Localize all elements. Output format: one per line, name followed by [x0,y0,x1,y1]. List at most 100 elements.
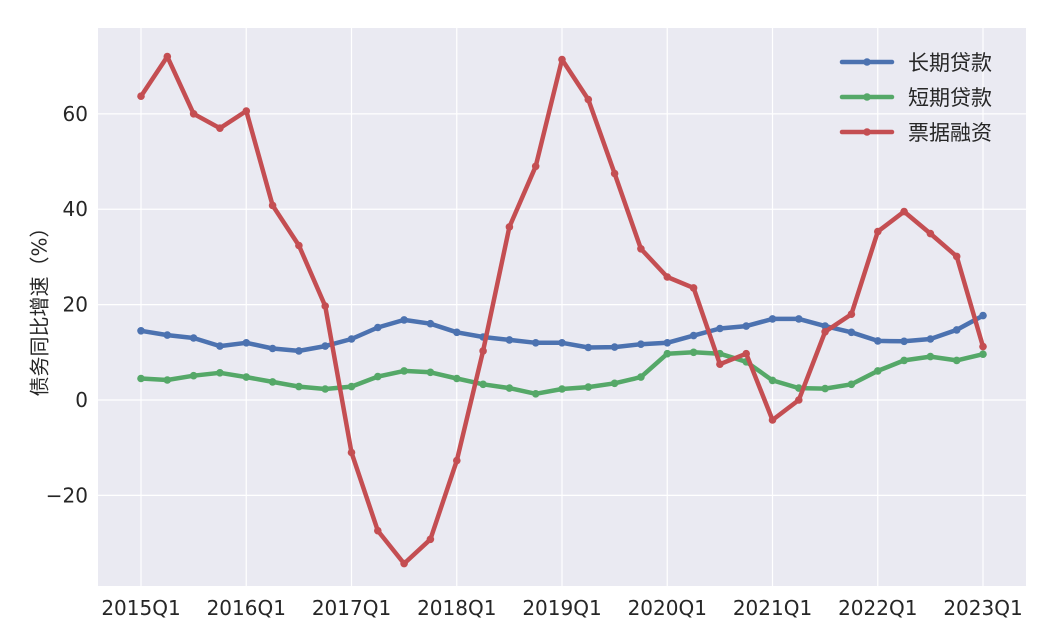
data-point [321,302,330,310]
data-point [426,535,435,544]
x-tick-label: 2022Q1 [838,596,917,620]
data-point [400,559,408,568]
legend-marker [863,93,871,101]
data-point [663,273,672,281]
data-point [795,396,803,404]
data-point [584,383,593,391]
x-tick-label: 2021Q1 [733,596,812,620]
x-tick-label: 2020Q1 [628,596,707,620]
data-point [479,347,487,355]
data-point [189,110,198,118]
data-point [400,316,408,324]
data-point [926,229,935,238]
data-point [321,385,330,393]
data-point [926,352,935,361]
data-point [874,337,882,345]
data-point [163,376,172,384]
data-point [558,339,566,347]
data-point [979,350,987,359]
y-tick-label: 40 [63,197,88,221]
data-point [268,378,277,386]
data-point [295,241,303,250]
data-point [453,456,461,465]
grid [98,28,1026,586]
data-point [637,245,645,253]
data-point [295,347,303,355]
data-point [505,223,514,231]
data-point [374,323,382,332]
data-point [952,252,961,261]
data-point [900,337,908,346]
data-point [610,379,619,388]
data-point [505,384,514,392]
data-point [137,92,145,100]
data-point [479,380,487,389]
data-point [716,360,724,369]
data-point [768,376,777,385]
data-point [795,315,803,323]
data-point [558,55,566,64]
legend-label: 票据融资 [908,121,992,145]
data-point [216,124,224,132]
data-point [952,326,961,334]
data-point [768,315,777,323]
y-tick-label: 0 [75,388,88,412]
data-point [558,385,566,393]
data-point [453,374,461,383]
data-point [847,380,856,389]
data-point [531,339,540,347]
data-point [137,327,145,335]
data-point [821,384,829,393]
data-point [374,526,382,535]
y-tick-label: 60 [63,102,88,126]
data-point [663,349,672,358]
data-point [716,324,724,333]
legend-label: 短期贷款 [908,86,992,110]
data-point [268,344,277,353]
data-point [242,373,251,381]
data-point [189,334,198,342]
data-point [400,367,408,375]
y-tick-label: 20 [63,293,88,317]
data-point [847,328,856,337]
data-point [584,343,593,352]
data-point [189,371,198,380]
x-tick-label: 2018Q1 [417,596,496,620]
legend-label: 长期贷款 [908,51,992,75]
data-point [242,339,251,347]
data-point [900,207,908,216]
data-point [505,336,514,344]
series-layer [137,52,987,568]
data-point [531,162,540,171]
data-point [847,310,856,319]
data-point [874,367,882,375]
data-point [347,335,356,343]
data-point [347,382,356,391]
data-point [637,340,645,349]
data-point [295,382,303,391]
data-point [584,95,593,104]
data-point [531,390,540,398]
legend-marker [863,128,871,136]
data-point [979,342,987,351]
data-point [216,342,224,350]
x-tick-label: 2023Q1 [943,596,1022,620]
data-point [216,369,224,377]
data-point [321,342,330,350]
data-point [137,374,145,383]
data-point [426,368,435,377]
data-point [689,331,698,340]
legend-marker [863,58,871,66]
data-point [610,169,619,178]
data-point [768,416,777,424]
data-point [163,331,172,339]
data-point [900,356,908,365]
data-point [374,372,382,381]
x-tick-label: 2019Q1 [522,596,601,620]
data-point [952,356,961,365]
data-point [821,328,829,336]
y-axis-label: 债务同比增速（%） [28,217,52,396]
data-point [874,227,882,236]
data-point [268,201,277,210]
